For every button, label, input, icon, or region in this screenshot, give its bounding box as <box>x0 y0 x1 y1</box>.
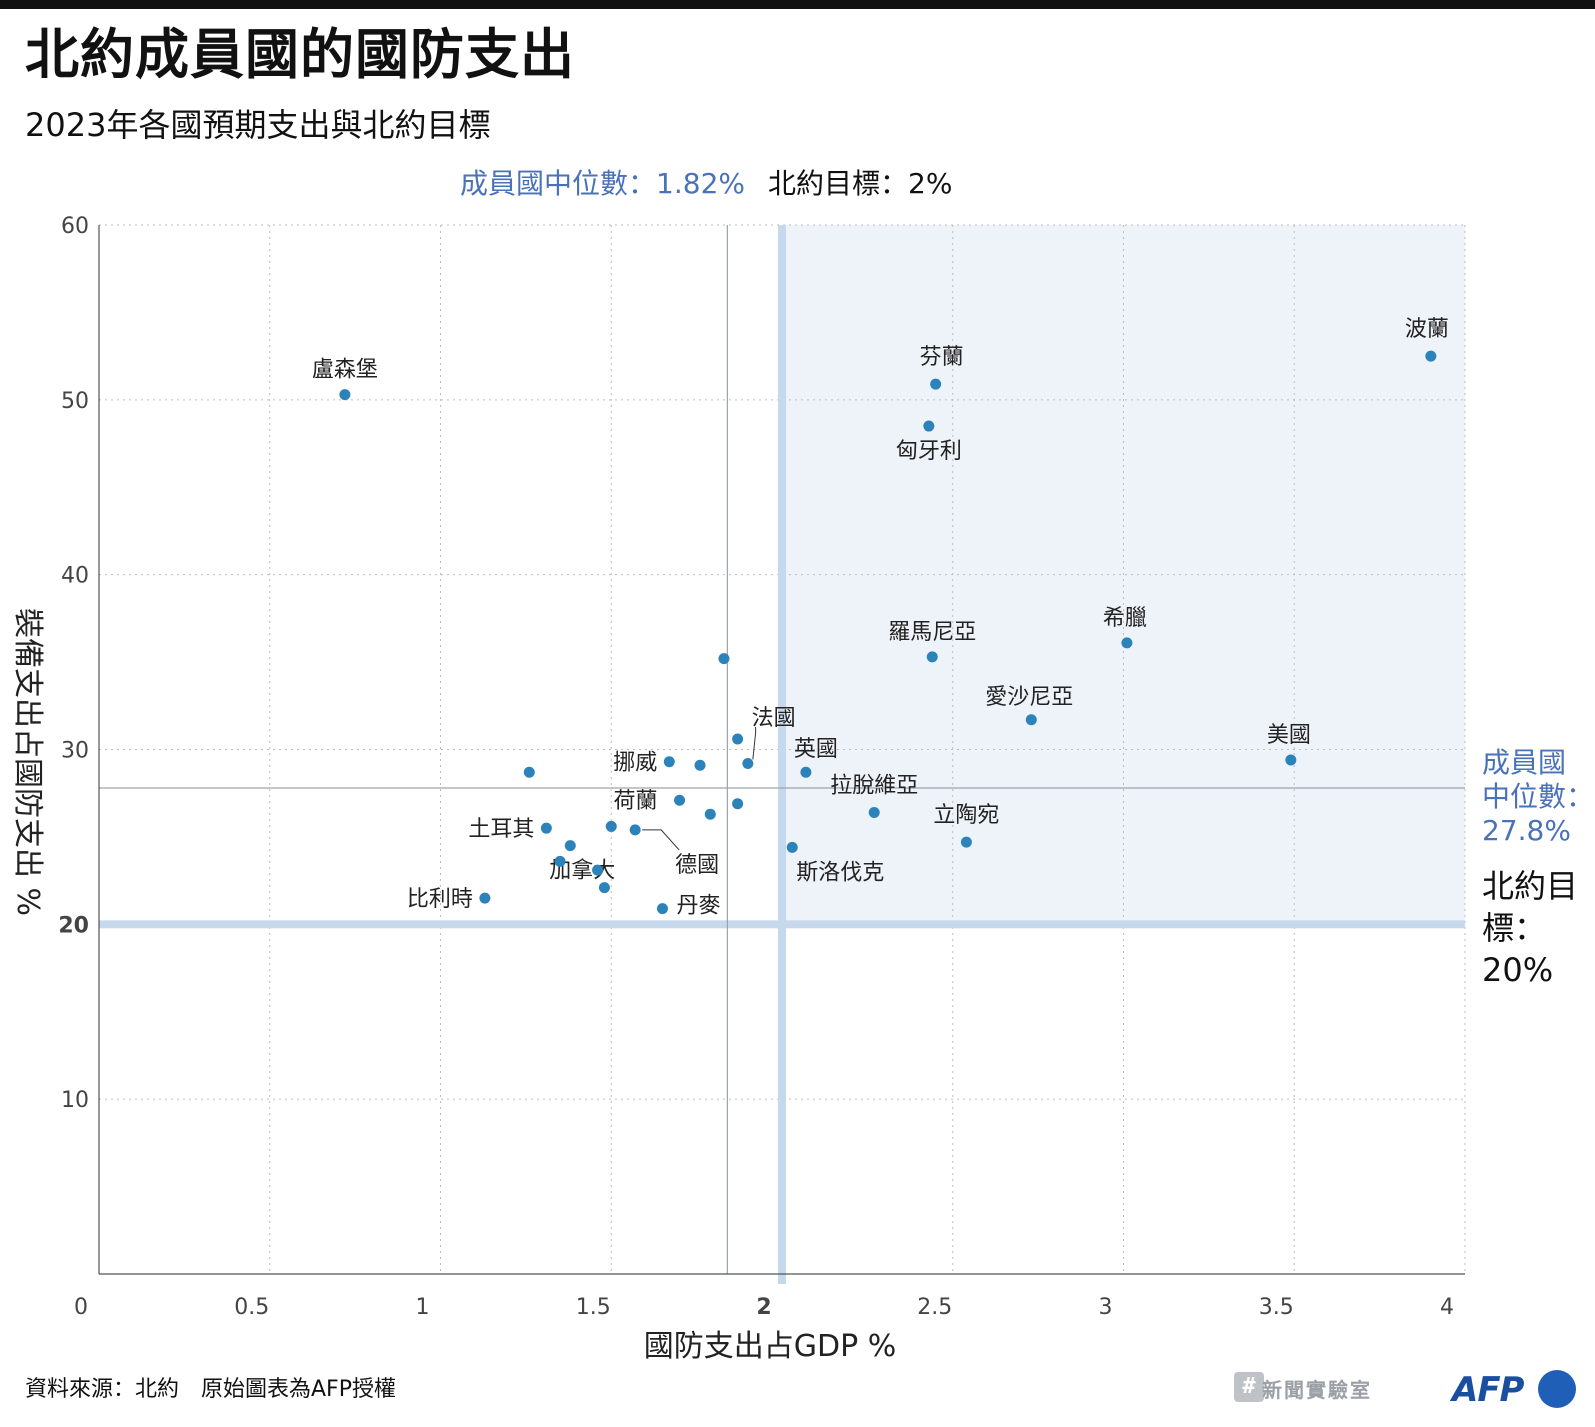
point-label: 波蘭 <box>1405 317 1449 342</box>
data-point <box>732 798 744 810</box>
x-tick-label: 4 <box>1440 1295 1454 1320</box>
data-point <box>1425 350 1437 362</box>
point-label: 愛沙尼亞 <box>985 685 1073 710</box>
x-target-label: 北約目標：2% <box>768 167 952 200</box>
chart-title: 北約成員國的國防支出 <box>25 23 575 86</box>
point-label: 法國 <box>752 706 796 731</box>
chart-subtitle: 2023年各國預期支出與北約目標 <box>25 106 491 144</box>
x-tick-label: 1 <box>416 1295 430 1320</box>
data-point <box>923 420 935 432</box>
data-point <box>339 389 351 401</box>
newsroom-logo-icon: # <box>1234 1372 1264 1402</box>
point-label: 盧森堡 <box>312 358 378 383</box>
y-median-label: 成員國中位數： 27.8% <box>1482 746 1594 847</box>
y-tick-label: 60 <box>61 214 89 239</box>
data-point <box>663 756 675 768</box>
credit-text: 新聞實驗室 <box>1262 1378 1372 1402</box>
leader-line <box>752 727 757 760</box>
point-label: 挪威 <box>613 751 657 776</box>
point-label: 丹麥 <box>676 894 720 919</box>
x-tick-label: 3 <box>1099 1295 1113 1320</box>
x-target-band <box>778 225 786 1284</box>
point-label: 芬蘭 <box>920 345 964 370</box>
point-label: 土耳其 <box>468 817 534 842</box>
data-point <box>800 766 812 778</box>
x-tick-label: 1.5 <box>576 1295 611 1320</box>
data-point <box>629 824 641 836</box>
y-tick-label: 40 <box>61 564 89 589</box>
y-tick-label: 20 <box>58 913 89 938</box>
data-point <box>674 794 686 806</box>
point-label: 德國 <box>675 853 719 878</box>
y-tick-label: 30 <box>61 739 89 764</box>
data-point <box>868 806 880 818</box>
data-point <box>1025 714 1037 726</box>
x-tick-label: 0.5 <box>234 1295 269 1320</box>
point-label: 拉脫維亞 <box>830 773 918 798</box>
data-point <box>960 836 972 848</box>
point-label: 荷蘭 <box>614 789 658 814</box>
point-label: 匈牙利 <box>896 439 962 464</box>
x-axis-title: 國防支出占GDP % <box>644 1329 896 1360</box>
afp-logo-dot-icon <box>1538 1370 1576 1408</box>
data-point <box>694 759 706 771</box>
y-axis-title: 裝備支出占國防支出 % <box>10 608 45 916</box>
data-point <box>656 903 668 915</box>
afp-logo: AFP <box>1452 1370 1524 1410</box>
data-point <box>742 757 754 769</box>
point-label: 羅馬尼亞 <box>888 620 976 645</box>
y-tick-label: 10 <box>61 1088 89 1113</box>
data-point <box>540 822 552 834</box>
point-label: 斯洛伐克 <box>796 860 884 885</box>
top-rule <box>0 0 1595 9</box>
leader-line <box>642 829 680 851</box>
x-median-label: 成員國中位數：1.82% <box>460 167 745 200</box>
x-tick-label: 2.5 <box>917 1295 952 1320</box>
data-point <box>732 733 744 745</box>
source-note: 資料來源：北約 原始圖表為AFP授權 <box>25 1377 396 1402</box>
x-tick-label: 3.5 <box>1259 1295 1294 1320</box>
data-point <box>1121 637 1133 649</box>
data-point <box>592 864 604 876</box>
point-label: 立陶宛 <box>933 803 999 828</box>
data-point <box>926 651 938 663</box>
data-point <box>598 882 610 894</box>
y-target-band <box>99 920 1465 929</box>
x-tick-label: 0 <box>74 1295 88 1320</box>
x-tick-label: 2 <box>756 1295 771 1320</box>
data-point <box>564 840 576 852</box>
data-point <box>930 378 942 390</box>
point-label: 比利時 <box>407 887 473 912</box>
y-tick-label: 50 <box>61 389 89 414</box>
data-point <box>605 820 617 832</box>
data-point <box>718 653 730 665</box>
data-point <box>523 766 535 778</box>
data-point <box>786 841 798 853</box>
point-label: 英國 <box>794 737 838 762</box>
point-label: 美國 <box>1267 723 1311 748</box>
data-point <box>479 892 491 904</box>
point-label: 希臘 <box>1103 606 1147 631</box>
data-point <box>704 808 716 820</box>
data-point <box>1285 754 1297 766</box>
data-point <box>554 855 566 867</box>
scatter-chart: 0 0.5 1 1.5 2 2.5 3 3.5 4 10 20 30 40 50 60 國防支出占GDP % 裝… <box>10 167 1594 1360</box>
y-target-label: 北約目標： 20% <box>1482 867 1578 989</box>
